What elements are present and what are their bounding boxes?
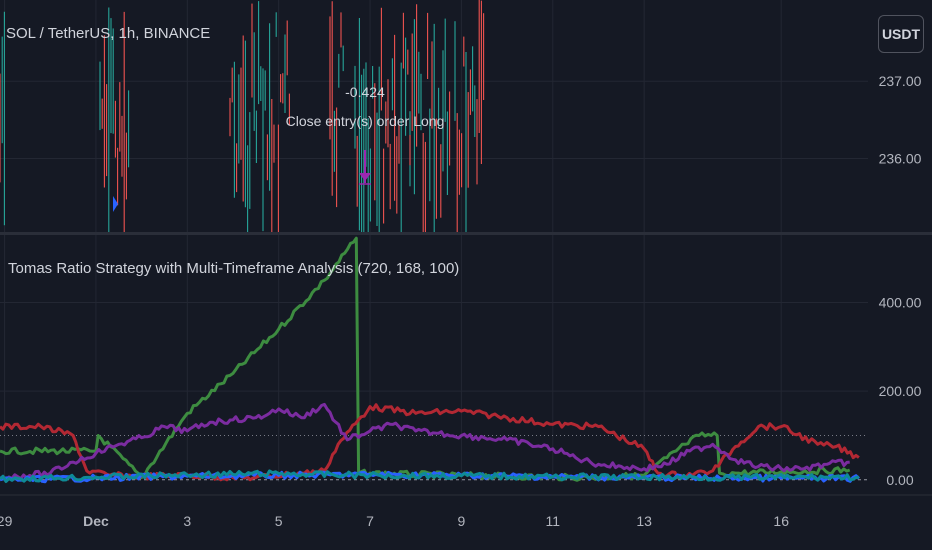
time-axis-tick-label: 11 xyxy=(546,513,561,529)
time-axis-tick-label: 7 xyxy=(366,513,374,529)
indicator-line xyxy=(0,402,850,481)
time-axis-tick-label: 13 xyxy=(636,513,652,529)
price-axis-tick-label: 237.00 xyxy=(879,73,922,89)
trade-exit-label: Close entry(s) order Long xyxy=(285,113,445,129)
indicator-axis-tick-label: 0.00 xyxy=(886,472,913,488)
strategy-markers xyxy=(113,150,371,212)
indicator-series xyxy=(0,236,860,484)
time-axis: 29 Dec 3 5 7 9 11 13 16 xyxy=(0,494,932,529)
trade-entry-arrow xyxy=(113,196,118,212)
time-axis-tick-label: 16 xyxy=(773,513,789,529)
time-axis-tick-label: 5 xyxy=(275,513,283,529)
price-candles xyxy=(0,0,485,232)
time-axis-tick-label: 9 xyxy=(458,513,466,529)
price-axis-ticks: 237.00 236.00 xyxy=(879,73,922,166)
indicator-axis-ticks: 400.00 200.00 0.00 xyxy=(879,294,922,487)
time-axis-tick-label: 3 xyxy=(183,513,191,529)
indicator-line xyxy=(0,469,860,483)
symbol-title[interactable]: SOL / TetherUS, 1h, BINANCE xyxy=(6,25,211,42)
indicator-axis-tick-label: 400.00 xyxy=(879,294,922,310)
currency-button[interactable]: USDT xyxy=(878,15,924,53)
time-axis-tick-label: Dec xyxy=(83,513,109,529)
indicator-axis-tick-label: 200.00 xyxy=(879,383,922,399)
trade-exit-arrow xyxy=(359,173,371,181)
trade-pnl-label: -0.424 xyxy=(345,84,385,100)
time-axis-tick-label: 29 xyxy=(0,513,13,529)
indicator-title[interactable]: Tomas Ratio Strategy with Multi-Timefram… xyxy=(8,260,460,277)
price-axis-tick-label: 236.00 xyxy=(879,151,922,167)
